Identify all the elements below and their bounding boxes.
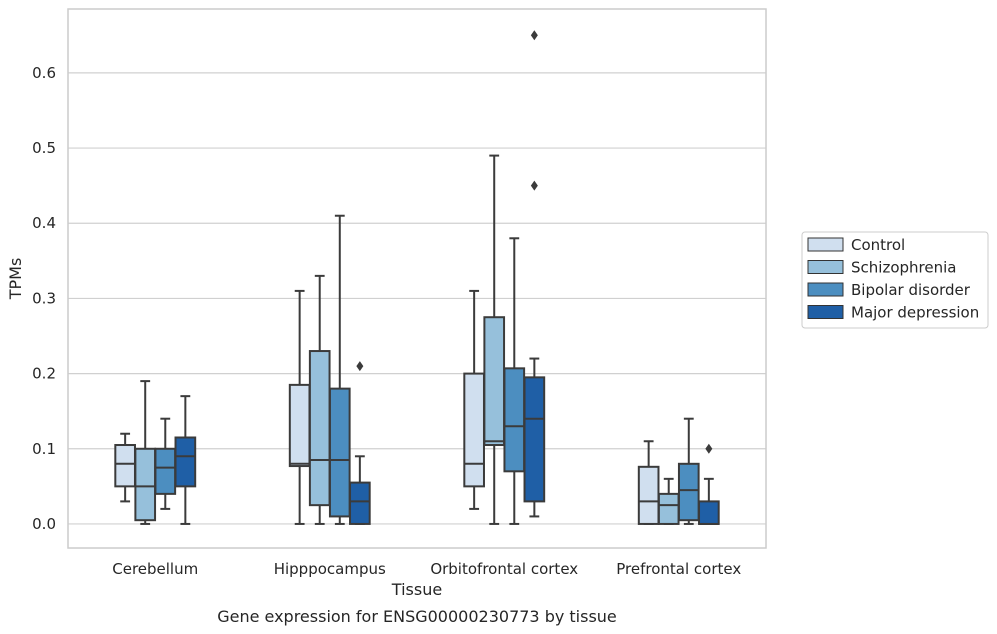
box-major-depression [523, 30, 546, 518]
y-tick-labels: 0.0 0.1 0.2 0.3 0.4 0.5 0.6 [32, 64, 56, 533]
box-schizophrenia [134, 380, 157, 525]
y-axis-label: TPMs [6, 258, 25, 301]
y-tick-label: 0.3 [32, 289, 56, 307]
x-tick-label: Prefrontal cortex [616, 560, 741, 578]
plot-frame [67, 8, 767, 549]
chart-caption: Gene expression for ENSG00000230773 by t… [217, 607, 617, 626]
box-major-depression [174, 395, 197, 525]
y-tick-label: 0.5 [32, 139, 56, 157]
box-iqr [657, 492, 680, 525]
box-iqr [154, 447, 177, 495]
box-bipolar-disorder [154, 417, 177, 510]
box-major-depression [698, 443, 720, 525]
outlier-point [530, 30, 538, 41]
box-control [637, 440, 660, 525]
x-tick-labels: Cerebellum Hipppocampus Orbitofrontal cort… [112, 560, 741, 578]
x-axis-label: Tissue [391, 580, 442, 599]
y-tick-label: 0.4 [32, 214, 56, 232]
legend-swatch [807, 237, 844, 252]
box-iqr [463, 372, 485, 488]
box-control [288, 289, 311, 525]
box-schizophrenia [308, 274, 331, 525]
box-iqr [698, 500, 720, 525]
box-bipolar-disorder [677, 417, 700, 525]
legend-swatch [807, 260, 844, 274]
legend-swatch [807, 305, 844, 319]
box-iqr [174, 436, 197, 488]
y-tick-label: 0.6 [32, 64, 56, 82]
box-iqr [503, 367, 526, 473]
box-bipolar-disorder [328, 214, 351, 525]
legend-swatch [807, 282, 844, 297]
box-iqr [637, 465, 660, 525]
box-series [114, 30, 720, 525]
box-iqr [349, 481, 371, 525]
box-iqr [308, 350, 331, 507]
legend-label: Bipolar disorder [851, 281, 971, 299]
box-iqr [114, 444, 136, 488]
legend-label: Control [851, 236, 905, 254]
box-schizophrenia [483, 154, 506, 525]
y-tick-label: 0.1 [32, 440, 56, 458]
x-tick-label: Cerebellum [112, 560, 198, 578]
y-tick-label: 0.0 [32, 515, 56, 533]
box-iqr [328, 387, 351, 518]
box-iqr [483, 316, 506, 447]
legend-label: Major depression [851, 304, 979, 322]
x-tick-label: Orbitofrontal cortex [430, 560, 578, 578]
box-bipolar-disorder [503, 237, 526, 525]
outlier-point [356, 361, 364, 372]
legend-label: Schizophrenia [851, 259, 956, 277]
legend: Control Schizophrenia Bipolar disorder Majo… [801, 231, 989, 329]
legend-frame [801, 231, 989, 329]
box-iqr [677, 462, 700, 522]
box-iqr [134, 447, 157, 522]
outlier-point [530, 180, 538, 191]
x-tick-label: Hipppocampus [274, 560, 386, 578]
box-control [463, 289, 485, 510]
y-tick-label: 0.2 [32, 365, 56, 383]
box-schizophrenia [657, 477, 680, 525]
box-iqr [523, 376, 546, 503]
box-iqr [288, 383, 311, 468]
box-major-depression [349, 361, 371, 525]
box-control [114, 432, 136, 503]
outlier-point [705, 443, 713, 454]
